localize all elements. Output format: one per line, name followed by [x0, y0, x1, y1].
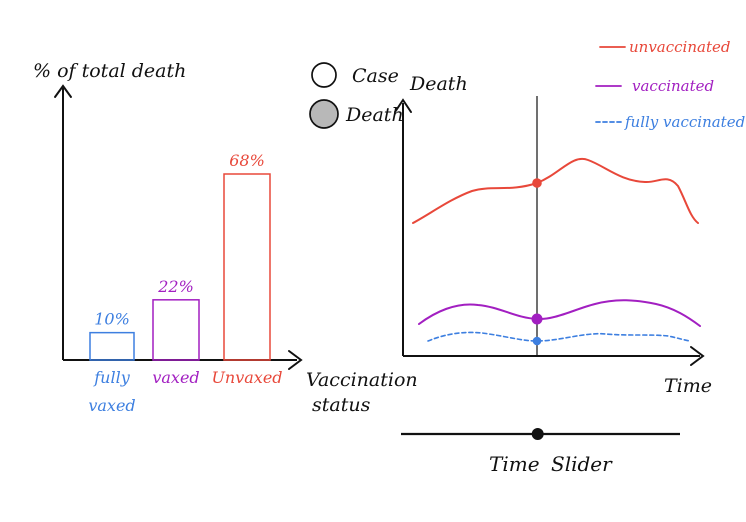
time-slider-label-right: Slider: [551, 452, 613, 476]
bar-1: [89, 331, 135, 361]
right-y-axis-arrow: [394, 98, 412, 113]
left-bar-chart: % of total death Vaccination status 10% f…: [33, 60, 418, 416]
case-radio[interactable]: [311, 62, 337, 88]
bar-value-label-3: 68%: [229, 151, 265, 170]
bar-category-label-3: Unvaxed: [211, 368, 282, 387]
legend-label-1: unvaccinated: [629, 38, 730, 56]
case-label: Case: [352, 65, 399, 87]
death-label: Death: [345, 104, 404, 126]
case-death-toggle: Case Death: [309, 62, 404, 129]
vaccinated-point: [531, 313, 543, 325]
left-ylabel: % of total death: [33, 60, 186, 82]
left-x-axis-arrow: [288, 350, 303, 370]
right-xlabel: Time: [664, 375, 712, 397]
time-slider-label-left: Time: [489, 452, 540, 476]
time-slider: Time Slider: [401, 428, 680, 476]
right-x-axis-arrow: [690, 346, 705, 366]
bar-3: [223, 173, 271, 361]
left-xlabel-line2: status: [312, 394, 371, 416]
left-xlabel-line1: Vaccination: [306, 369, 418, 391]
unvaccinated-line: [412, 157, 699, 224]
fully-vaccinated-point: [532, 336, 542, 346]
bar-2: [152, 299, 200, 361]
fully-vaccinated-line: [427, 331, 691, 342]
bar-category-label-1: fully: [93, 368, 130, 387]
left-y-axis-arrow: [54, 84, 72, 98]
time-slider-handle[interactable]: [531, 428, 544, 440]
legend-label-2: vaccinated: [632, 77, 714, 95]
legend: unvaccinated vaccinated fully vaccinated: [595, 38, 745, 131]
bars-group: 10% fully vaxed 22% vaxed 68% Unvaxed: [88, 151, 282, 415]
bar-category-label-line2-1: vaxed: [88, 396, 135, 415]
vaccinated-line: [418, 299, 701, 327]
bar-category-label-2: vaxed: [152, 368, 199, 387]
bar-value-label-1: 10%: [94, 310, 130, 329]
right-ylabel: Death: [409, 73, 468, 95]
legend-label-3: fully vaccinated: [624, 113, 745, 131]
death-radio[interactable]: [309, 99, 339, 129]
bar-value-label-2: 22%: [157, 277, 194, 296]
right-line-chart: Death Time: [394, 73, 712, 397]
unvaccinated-point: [532, 178, 542, 188]
